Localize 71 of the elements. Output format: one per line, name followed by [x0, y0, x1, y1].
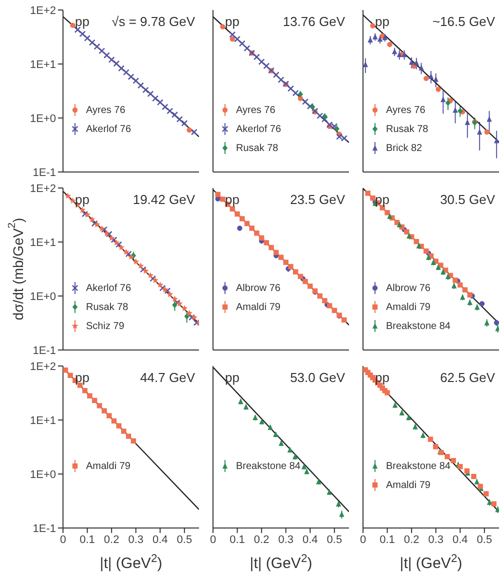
y-tick-label: 1E-1 [32, 166, 56, 179]
legend-label: Rusak 78 [236, 142, 278, 154]
annotation: pp [75, 14, 90, 29]
legend-label: Akerlof 76 [86, 282, 132, 294]
x-tick-label: 0.2 [404, 534, 420, 546]
x-tick-label: 0.2 [254, 534, 270, 546]
annotation: pp [375, 370, 390, 385]
legend-label: Rusak 78 [386, 124, 428, 135]
annotation: 53.0 GeV [290, 370, 345, 385]
x-tick-label: 0 [60, 534, 66, 546]
x-axis-title: |t| (GeV$^{2}$) [250, 553, 312, 572]
annotation: √s = 9.78 GeV [112, 14, 195, 29]
x-tick-label: 0.4 [152, 534, 168, 546]
x-tick-label: 0.3 [128, 534, 144, 546]
x-tick-label: 0.1 [230, 534, 245, 546]
x-tick-label: 0.5 [476, 534, 492, 546]
annotation: 30.5 GeV [440, 192, 495, 207]
y-tick-label: 1E+2 [30, 4, 56, 17]
x-axis-title: |t| (GeV$^{2}$) [100, 553, 162, 572]
y-tick-label: 1E+1 [30, 58, 56, 71]
annotation: pp [75, 370, 90, 385]
legend-label: Breakstone 84 [236, 460, 300, 472]
x-tick-label: 0.3 [428, 534, 444, 546]
legend-label: Breakstone 84 [386, 320, 450, 332]
annotation: pp [375, 192, 390, 207]
x-tick-label: 0.4 [452, 534, 468, 546]
y-tick-label: 1E+1 [30, 236, 56, 249]
x-tick-label: 0.3 [278, 534, 294, 546]
legend-label: Akerlof 76 [236, 124, 282, 135]
annotation: ~16.5 GeV [432, 14, 495, 29]
annotation: 23.5 GeV [290, 192, 345, 207]
legend-label: Albrow 76 [236, 282, 280, 294]
legend-label: Ayres 76 [236, 104, 276, 116]
y-tick-label: 1E+0 [30, 468, 56, 481]
legend-label: Ayres 76 [386, 104, 426, 116]
x-tick-label: 0.2 [104, 534, 120, 546]
annotation: 19.42 GeV [132, 192, 195, 207]
legend-label: Albrow 76 [386, 282, 430, 294]
legend-label: Breakstone 84 [386, 460, 450, 472]
annotation: 44.7 GeV [140, 370, 195, 385]
x-tick-label: 0.5 [176, 534, 192, 546]
x-axis-title: |t| (GeV$^{2}$) [400, 553, 462, 572]
annotation: 62.5 GeV [440, 370, 495, 385]
annotation: 13.76 GeV [282, 14, 345, 29]
legend-label: Amaldi 79 [86, 460, 130, 472]
legend-label: Brick 82 [386, 142, 422, 154]
x-tick-label: 0.1 [80, 534, 95, 546]
legend-label: Amaldi 79 [386, 480, 430, 491]
annotation: pp [225, 14, 240, 29]
y-tick-label: 1E+0 [30, 290, 56, 303]
x-tick-label: 0 [210, 534, 216, 546]
y-tick-label: 1E-1 [32, 344, 56, 357]
y-tick-label: 1E+2 [30, 360, 56, 373]
annotation: pp [75, 192, 90, 207]
legend-label: Akerlof 76 [86, 124, 132, 135]
legend-label: Rusak 78 [86, 302, 128, 313]
legend-label: Schiz 79 [86, 320, 124, 332]
annotation: pp [375, 14, 390, 29]
y-tick-label: 1E-1 [32, 522, 56, 535]
x-tick-label: 0 [360, 534, 366, 546]
y-tick-label: 1E+1 [30, 414, 56, 427]
y-tick-label: 1E+2 [30, 182, 56, 195]
annotation: pp [225, 192, 240, 207]
legend-label: Ayres 76 [86, 104, 126, 116]
legend-label: Amaldi 79 [386, 302, 430, 313]
legend-label: Amaldi 79 [236, 302, 280, 313]
x-tick-label: 0.4 [302, 534, 318, 546]
annotation: pp [225, 370, 240, 385]
x-tick-label: 0.5 [326, 534, 342, 546]
y-tick-label: 1E+0 [30, 112, 56, 125]
x-tick-label: 0.1 [380, 534, 395, 546]
